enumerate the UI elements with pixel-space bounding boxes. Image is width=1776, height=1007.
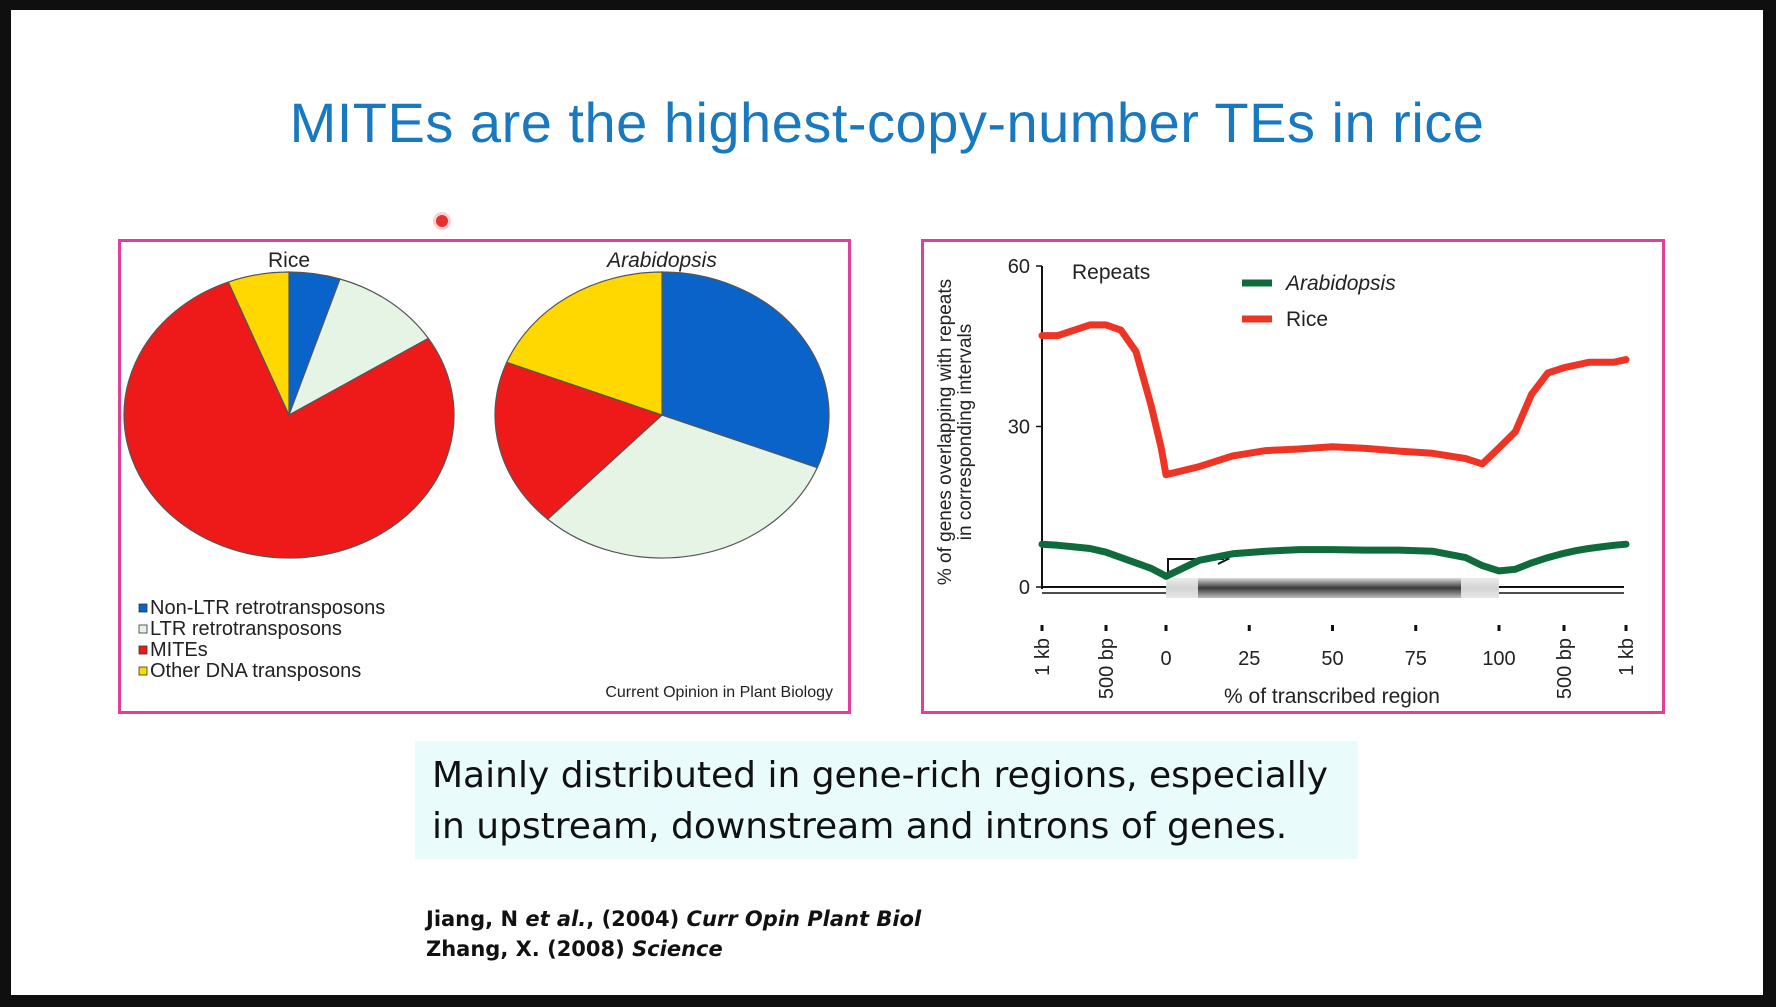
legend-label-4: Other DNA transposons (150, 660, 361, 682)
pie-slice-rice-3 (123, 281, 455, 559)
ref1-year: , (2004) (586, 907, 687, 931)
line-chart-svg: 0 30 60 % of genes overlapping with repeats… (935, 256, 1638, 708)
chart-title: Repeats (1072, 261, 1150, 284)
legend-label-1: Non-LTR retrotransposons (150, 597, 385, 619)
ref2-journal: Science (632, 937, 723, 961)
legend-swatch-3 (138, 645, 148, 655)
legend-label-3: MITEs (150, 639, 208, 661)
legend-label-2: LTR retrotransposons (150, 618, 342, 640)
x-tick-label-6: 75 (1405, 648, 1427, 670)
pie-slice-arabidopsis-3 (494, 361, 664, 521)
x-tick-label-5: 50 (1321, 648, 1343, 670)
x-tick-label-2: 500 bp (1096, 638, 1118, 699)
pie-charts-panel: Rice Arabidopsis Non-LTR retrotransposons L… (118, 239, 851, 714)
gene-utr-right (1461, 578, 1499, 598)
y-tick-label-0: 0 (1019, 577, 1030, 599)
series-line-rice (1038, 321, 1630, 479)
legend-label-arabidopsis: Arabidopsis (1284, 272, 1396, 295)
pie-slice-rice-4 (227, 271, 290, 416)
series-line-arabidopsis (1038, 540, 1630, 580)
reference-2: Zhang, X. (2008) Science (426, 937, 723, 961)
y-tick-label-60: 60 (1008, 256, 1030, 278)
reference-1: Jiang, N et al., (2004) Curr Opin Plant … (426, 907, 921, 931)
legend-swatch-2 (138, 624, 148, 634)
y-tick-label-30: 30 (1008, 417, 1030, 439)
slide-title: MITEs are the highest-copy-number TEs in… (289, 91, 1485, 154)
line-chart-panel: 0 30 60 % of genes overlapping with repeats… (921, 239, 1665, 714)
gene-utr-left (1166, 578, 1198, 598)
slide: MITEs are the highest-copy-number TEs in… (11, 10, 1763, 995)
pie-charts-svg: Rice Arabidopsis Non-LTR retrotransposonsL… (123, 249, 833, 701)
pie-slice-arabidopsis-2 (546, 414, 819, 559)
legend-label-rice: Rice (1286, 308, 1328, 331)
x-tick-label-7: 100 (1482, 648, 1515, 670)
ref1-journal: Curr Opin Plant Biol (686, 907, 922, 931)
x-tick-label-8: 500 bp (1554, 638, 1576, 699)
x-tick-label-1: 1 kb (1032, 638, 1054, 676)
note-line-1: Mainly distributed in gene-rich regions,… (432, 755, 1329, 796)
x-tick-label-9: 1 kb (1616, 638, 1638, 676)
pie-slice-arabidopsis-4 (505, 271, 663, 416)
x-axis-label: % of transcribed region (1224, 685, 1440, 708)
legend-swatch-4 (138, 666, 148, 676)
y-axis-label-line-1: % of genes overlapping with repeats (935, 279, 956, 585)
pie-title-rice: Rice (268, 249, 310, 272)
ref1-etal: et al. (525, 907, 587, 931)
x-tick-label-3: 0 (1160, 648, 1171, 670)
y-axis-label-line-2: in corresponding intervals (955, 324, 976, 541)
legend-swatch-1 (138, 603, 148, 613)
gene-body-bar (1166, 578, 1499, 598)
summary-note: Mainly distributed in gene-rich regions,… (415, 741, 1358, 859)
laser-pointer-dot (436, 215, 448, 227)
ref2-author: Zhang, X. (2008) (426, 937, 633, 961)
ref1-author: Jiang, N (426, 907, 526, 931)
pie-slice-rice-2 (287, 278, 430, 417)
pie-title-arabidopsis: Arabidopsis (605, 249, 717, 272)
x-tick-label-4: 25 (1238, 648, 1260, 670)
chart-credit: Current Opinion in Plant Biology (605, 684, 833, 701)
note-line-2: in upstream, downstream and introns of g… (432, 806, 1288, 847)
pie-slice-arabidopsis-1 (661, 271, 830, 469)
